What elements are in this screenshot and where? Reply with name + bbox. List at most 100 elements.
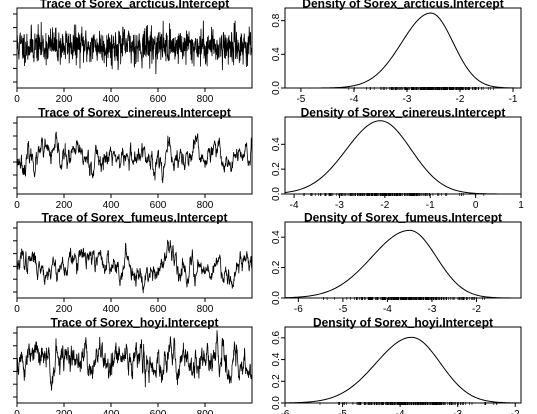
y-axis bbox=[13, 227, 17, 293]
x-tick-label: 1 bbox=[518, 200, 524, 211]
trace-panel-3: 0 200 400 600 800 Trace of Sorex_fumeus.Inter… bbox=[13, 211, 253, 315]
x-axis: -6 -5 -4 -3 -2 bbox=[294, 298, 481, 315]
x-tick-label: 400 bbox=[103, 304, 120, 315]
x-tick-label: -5 bbox=[338, 304, 347, 315]
trace-line bbox=[16, 131, 253, 184]
trace-line bbox=[16, 20, 253, 75]
x-tick-label: 0 bbox=[14, 94, 20, 105]
x-tick-label: 200 bbox=[56, 409, 73, 414]
trace-panel-1: 0 200 400 600 800 Trace of Sorex_arcticus.Int… bbox=[13, 0, 253, 105]
y-axis bbox=[13, 13, 17, 83]
plot-frame bbox=[284, 221, 522, 299]
x-tick-label: 0 bbox=[14, 409, 20, 414]
y-tick-label: 0.6 bbox=[271, 330, 282, 344]
y-tick-label: 0.4 bbox=[271, 137, 282, 151]
y-tick-label: 0.0 bbox=[271, 187, 282, 201]
x-tick-label: 0 bbox=[14, 200, 20, 211]
y-tick-label: 0.4 bbox=[271, 47, 282, 61]
x-tick-label: -5 bbox=[296, 94, 305, 105]
plot-frame bbox=[16, 221, 253, 299]
panel-title: Trace of Sorex_hoyi.Intercept bbox=[50, 316, 218, 330]
rug-marks bbox=[323, 297, 485, 300]
x-tick-label: 0 bbox=[473, 200, 479, 211]
y-tick-label: 0.2 bbox=[271, 374, 282, 388]
x-tick-label: 800 bbox=[197, 94, 214, 105]
panel-title: Density of Sorex_arcticus.Intercept bbox=[302, 0, 503, 11]
x-axis: -5 -4 -3 -2 -1 bbox=[296, 88, 518, 105]
x-tick-label: -2 bbox=[456, 94, 465, 105]
x-tick-label: -3 bbox=[453, 409, 462, 414]
x-tick-label: -1 bbox=[426, 200, 435, 211]
x-tick-label: 800 bbox=[197, 304, 214, 315]
panel-title: Density of Sorex_hoyi.Intercept bbox=[313, 316, 493, 330]
y-axis: 0.0 0.2 0.4 bbox=[271, 230, 285, 305]
density-curve bbox=[285, 12, 522, 89]
rug-marks bbox=[319, 402, 498, 405]
x-tick-label: -6 bbox=[294, 304, 303, 315]
x-tick-label: -2 bbox=[472, 304, 481, 315]
x-tick-label: -2 bbox=[380, 200, 389, 211]
x-tick-label: 400 bbox=[103, 200, 120, 211]
plot-frame bbox=[284, 326, 522, 404]
x-axis: 0 200 400 600 800 bbox=[14, 88, 214, 105]
trace-panel-2: 0 200 400 600 800 Trace of Sorex_cinereus.Int… bbox=[13, 106, 253, 211]
x-axis: 0 200 400 600 800 bbox=[14, 194, 214, 211]
x-tick-label: 600 bbox=[150, 304, 167, 315]
x-tick-label: 0 bbox=[14, 304, 20, 315]
y-tick-label: 0.0 bbox=[271, 396, 282, 410]
panel-title: Trace of Sorex_cinereus.Intercept bbox=[38, 106, 231, 120]
x-tick-label: -3 bbox=[427, 304, 436, 315]
y-axis: 0.0 0.2 0.4 bbox=[271, 137, 285, 201]
x-tick-label: -4 bbox=[396, 409, 405, 414]
x-tick-label: 600 bbox=[150, 409, 167, 414]
x-axis: -4 -3 -2 -1 0 1 bbox=[290, 194, 524, 211]
x-axis: 0 200 400 600 800 bbox=[14, 403, 214, 414]
rug-marks bbox=[348, 87, 494, 90]
x-tick-label: -4 bbox=[349, 94, 358, 105]
plot-frame bbox=[284, 7, 522, 89]
x-tick-label: -1 bbox=[509, 94, 518, 105]
y-tick-label: 0.2 bbox=[271, 162, 282, 176]
x-tick-label: 400 bbox=[103, 94, 120, 105]
density-curve bbox=[284, 336, 522, 404]
y-axis: 0.0 0.2 0.4 0.6 bbox=[271, 330, 285, 410]
y-tick-label: 0.2 bbox=[271, 260, 282, 274]
trace-panel-4: 0 200 400 600 800 Trace of Sorex_hoyi.Interce… bbox=[13, 316, 253, 414]
density-panel-1: -5 -4 -3 -2 -1 0.0 0.4 0.8 Density of Sorex_arct… bbox=[271, 0, 522, 105]
x-tick-label: 200 bbox=[56, 200, 73, 211]
x-tick-label: -3 bbox=[403, 94, 412, 105]
trace-line bbox=[16, 239, 253, 294]
x-tick-label: 400 bbox=[103, 409, 120, 414]
x-tick-label: 800 bbox=[197, 409, 214, 414]
x-tick-label: 800 bbox=[197, 200, 214, 211]
x-tick-label: -4 bbox=[383, 304, 392, 315]
x-tick-label: -2 bbox=[511, 409, 520, 414]
y-tick-label: 0.0 bbox=[271, 291, 282, 305]
panel-title: Trace of Sorex_arcticus.Intercept bbox=[40, 0, 229, 11]
trace-line bbox=[16, 330, 253, 391]
panel-title: Density of Sorex_fumeus.Intercept bbox=[304, 211, 502, 225]
plot-frame bbox=[16, 116, 253, 195]
x-tick-label: 200 bbox=[56, 94, 73, 105]
x-tick-label: -5 bbox=[338, 409, 347, 414]
y-axis: 0.0 0.4 0.8 bbox=[271, 13, 285, 95]
rug-marks bbox=[302, 193, 485, 196]
y-tick-label: 0.0 bbox=[271, 81, 282, 95]
y-tick-label: 0.4 bbox=[271, 230, 282, 244]
density-panel-4: -6 -5 -4 -3 -2 0.0 0.2 0.4 0.6 Density of Sorex_h… bbox=[271, 316, 522, 414]
density-curve bbox=[284, 229, 521, 299]
density-panel-3: -6 -5 -4 -3 -2 0.0 0.2 0.4 Density of Sorex_fume… bbox=[271, 211, 522, 315]
x-tick-label: 200 bbox=[56, 304, 73, 315]
y-tick-label: 0.8 bbox=[271, 13, 282, 27]
plot-frame bbox=[284, 116, 522, 195]
y-tick-label: 0.4 bbox=[271, 352, 282, 366]
panel-title: Density of Sorex_cinereus.Intercept bbox=[301, 106, 506, 120]
x-tick-label: -6 bbox=[281, 409, 290, 414]
plot-frame bbox=[16, 326, 253, 404]
x-tick-label: 600 bbox=[150, 200, 167, 211]
x-tick-label: -3 bbox=[335, 200, 344, 211]
x-tick-label: 600 bbox=[150, 94, 167, 105]
density-panel-2: -4 -3 -2 -1 0 1 0.0 0.2 0.4 Density of Sorex_cine… bbox=[271, 106, 524, 212]
density-curve bbox=[284, 120, 521, 195]
